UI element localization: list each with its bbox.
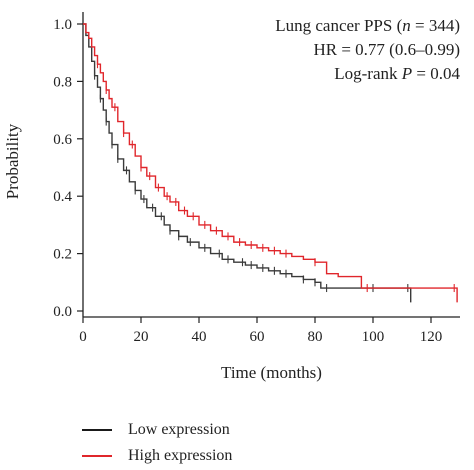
x-tick-label: 80 [308, 329, 323, 345]
x-tick-label: 100 [362, 329, 385, 345]
x-tick-label: 0 [79, 329, 87, 345]
y-tick-label: 0.0 [53, 304, 72, 320]
annotation-line-2: HR = 0.77 (0.6–0.99) [313, 40, 460, 59]
x-tick-label: 20 [134, 329, 149, 345]
annotation-line-1: Lung cancer PPS (n = 344) [275, 16, 460, 35]
legend-label-high: High expression [128, 447, 233, 464]
series-high-expression [83, 23, 458, 303]
legend-label-low: Low expression [128, 421, 230, 438]
y-tick-label: 0.4 [53, 189, 72, 205]
plot-area: 0.0 0.2 0.4 0.6 0.8 1.0 0 20 40 60 80 100 120 [53, 12, 460, 345]
km-step-line [83, 23, 458, 303]
survival-curves [83, 23, 458, 303]
legend-item-low: Low expression [82, 418, 232, 442]
y-ticks: 0.0 0.2 0.4 0.6 0.8 1.0 [53, 17, 83, 320]
series-low-expression [83, 23, 412, 303]
x-axis-label: Time (months) [221, 363, 322, 382]
legend-item-high: High expression [82, 444, 232, 468]
legend-swatch-high [82, 455, 112, 457]
y-tick-label: 0.6 [53, 132, 72, 148]
annotation-line-3: Log-rank P = 0.04 [334, 64, 460, 83]
y-tick-label: 1.0 [53, 17, 72, 33]
stats-annotation: Lung cancer PPS (n = 344) HR = 0.77 (0.6… [275, 16, 460, 83]
x-tick-label: 60 [250, 329, 265, 345]
y-tick-label: 0.2 [53, 247, 72, 263]
y-axis-label: Probability [3, 123, 22, 199]
x-ticks: 0 20 40 60 80 100 120 [79, 317, 442, 345]
legend-swatch-low [82, 429, 112, 431]
legend: Low expression High expression [82, 418, 232, 470]
x-tick-label: 120 [420, 329, 443, 345]
y-tick-label: 0.8 [53, 74, 72, 90]
x-tick-label: 40 [192, 329, 207, 345]
